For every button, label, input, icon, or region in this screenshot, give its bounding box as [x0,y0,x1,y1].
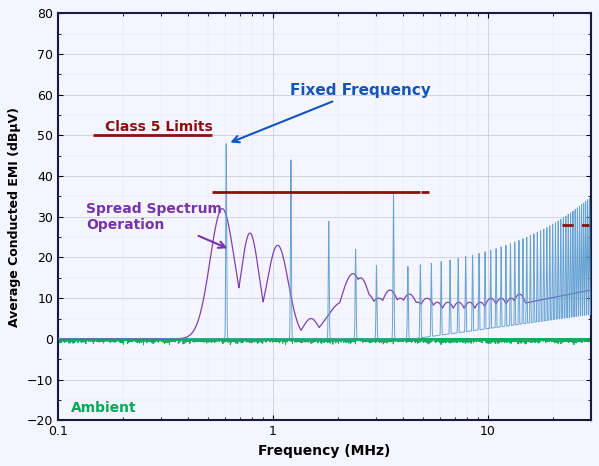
Text: Class 5 Limits: Class 5 Limits [105,120,213,134]
Text: Ambient: Ambient [71,401,137,415]
X-axis label: Frequency (MHz): Frequency (MHz) [258,444,391,458]
Text: Fixed Frequency: Fixed Frequency [232,83,431,142]
Y-axis label: Average Conducted EMI (dBµV): Average Conducted EMI (dBµV) [8,107,22,327]
Text: Spread Spectrum
Operation: Spread Spectrum Operation [86,202,225,248]
